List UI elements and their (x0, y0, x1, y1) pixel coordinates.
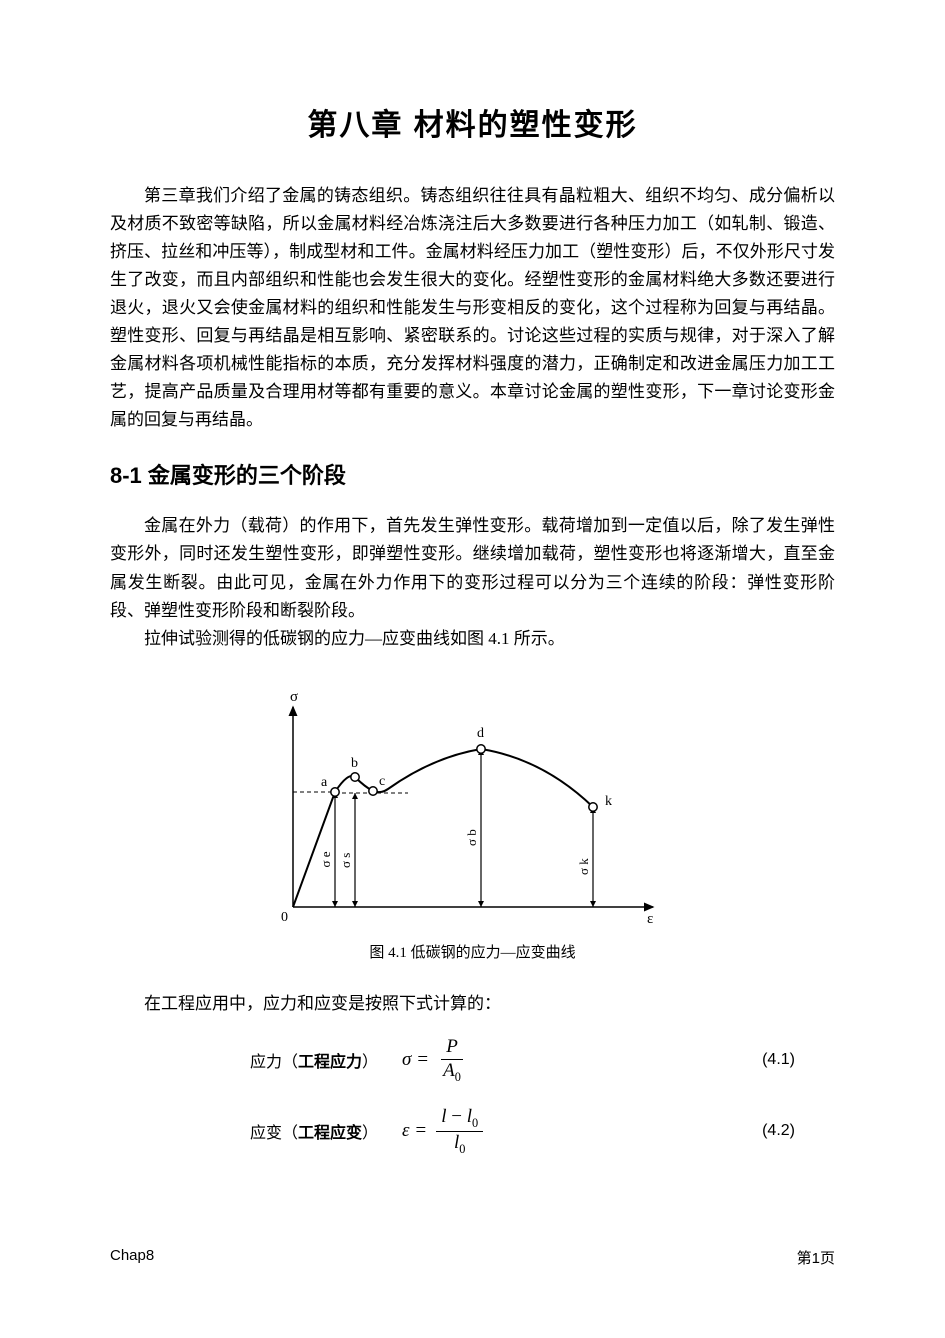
svg-text:a: a (321, 775, 328, 790)
body-block: 金属在外力（载荷）的作用下，首先发生弹性变形。载荷增加到一定值以后，除了发生弹性… (110, 512, 835, 652)
svg-text:σ: σ (290, 689, 298, 705)
svg-text:σ s: σ s (338, 852, 353, 867)
body-para-2: 拉伸试验测得的低碳钢的应力—应变曲线如图 4.1 所示。 (110, 625, 835, 653)
section-title: 8-1 金属变形的三个阶段 (110, 458, 835, 490)
svg-text:k: k (605, 794, 612, 809)
footer-right: 第1页 (797, 1247, 835, 1268)
equation-4-1: 应力（工程应力） σ = P A0 (4.1) (110, 1036, 835, 1084)
svg-text:d: d (477, 726, 484, 741)
post-figure-text: 在工程应用中，应力和应变是按照下式计算的： (110, 990, 835, 1018)
svg-text:b: b (351, 756, 358, 771)
stress-strain-chart: 0 σ ε σ e σ s σ b σ k a b c d k (273, 677, 673, 927)
eq-number-1: (4.1) (762, 1051, 795, 1069)
footer-left: Chap8 (110, 1247, 154, 1268)
svg-text:0: 0 (281, 910, 288, 925)
svg-text:σ k: σ k (576, 857, 591, 874)
page-footer: Chap8 第1页 (110, 1247, 835, 1268)
equation-4-2: 应变（工程应变） ε = l − l0 l0 (4.2) (110, 1106, 835, 1156)
eq-math-2: ε = l − l0 l0 (402, 1106, 487, 1156)
svg-text:σ b: σ b (464, 829, 479, 846)
svg-text:ε: ε (647, 911, 653, 927)
figure-caption: 图 4.1 低碳钢的应力—应变曲线 (110, 941, 835, 962)
intro-block: 第三章我们介绍了金属的铸态组织。铸态组织往往具有晶粒粗大、组织不均匀、成分偏析以… (110, 182, 835, 434)
svg-text:σ e: σ e (318, 851, 333, 867)
eq-math-1: σ = P A0 (402, 1036, 470, 1084)
eq-number-2: (4.2) (762, 1122, 795, 1140)
eq-label-1: 应力（工程应力） (250, 1048, 378, 1072)
chapter-title: 第八章 材料的塑性变形 (110, 100, 835, 144)
intro-paragraph: 第三章我们介绍了金属的铸态组织。铸态组织往往具有晶粒粗大、组织不均匀、成分偏析以… (110, 182, 835, 434)
body-para-1: 金属在外力（载荷）的作用下，首先发生弹性变形。载荷增加到一定值以后，除了发生弹性… (110, 512, 835, 624)
eq-label-2: 应变（工程应变） (250, 1119, 378, 1143)
svg-text:c: c (379, 774, 385, 789)
figure-4-1: 0 σ ε σ e σ s σ b σ k a b c d k (110, 677, 835, 927)
